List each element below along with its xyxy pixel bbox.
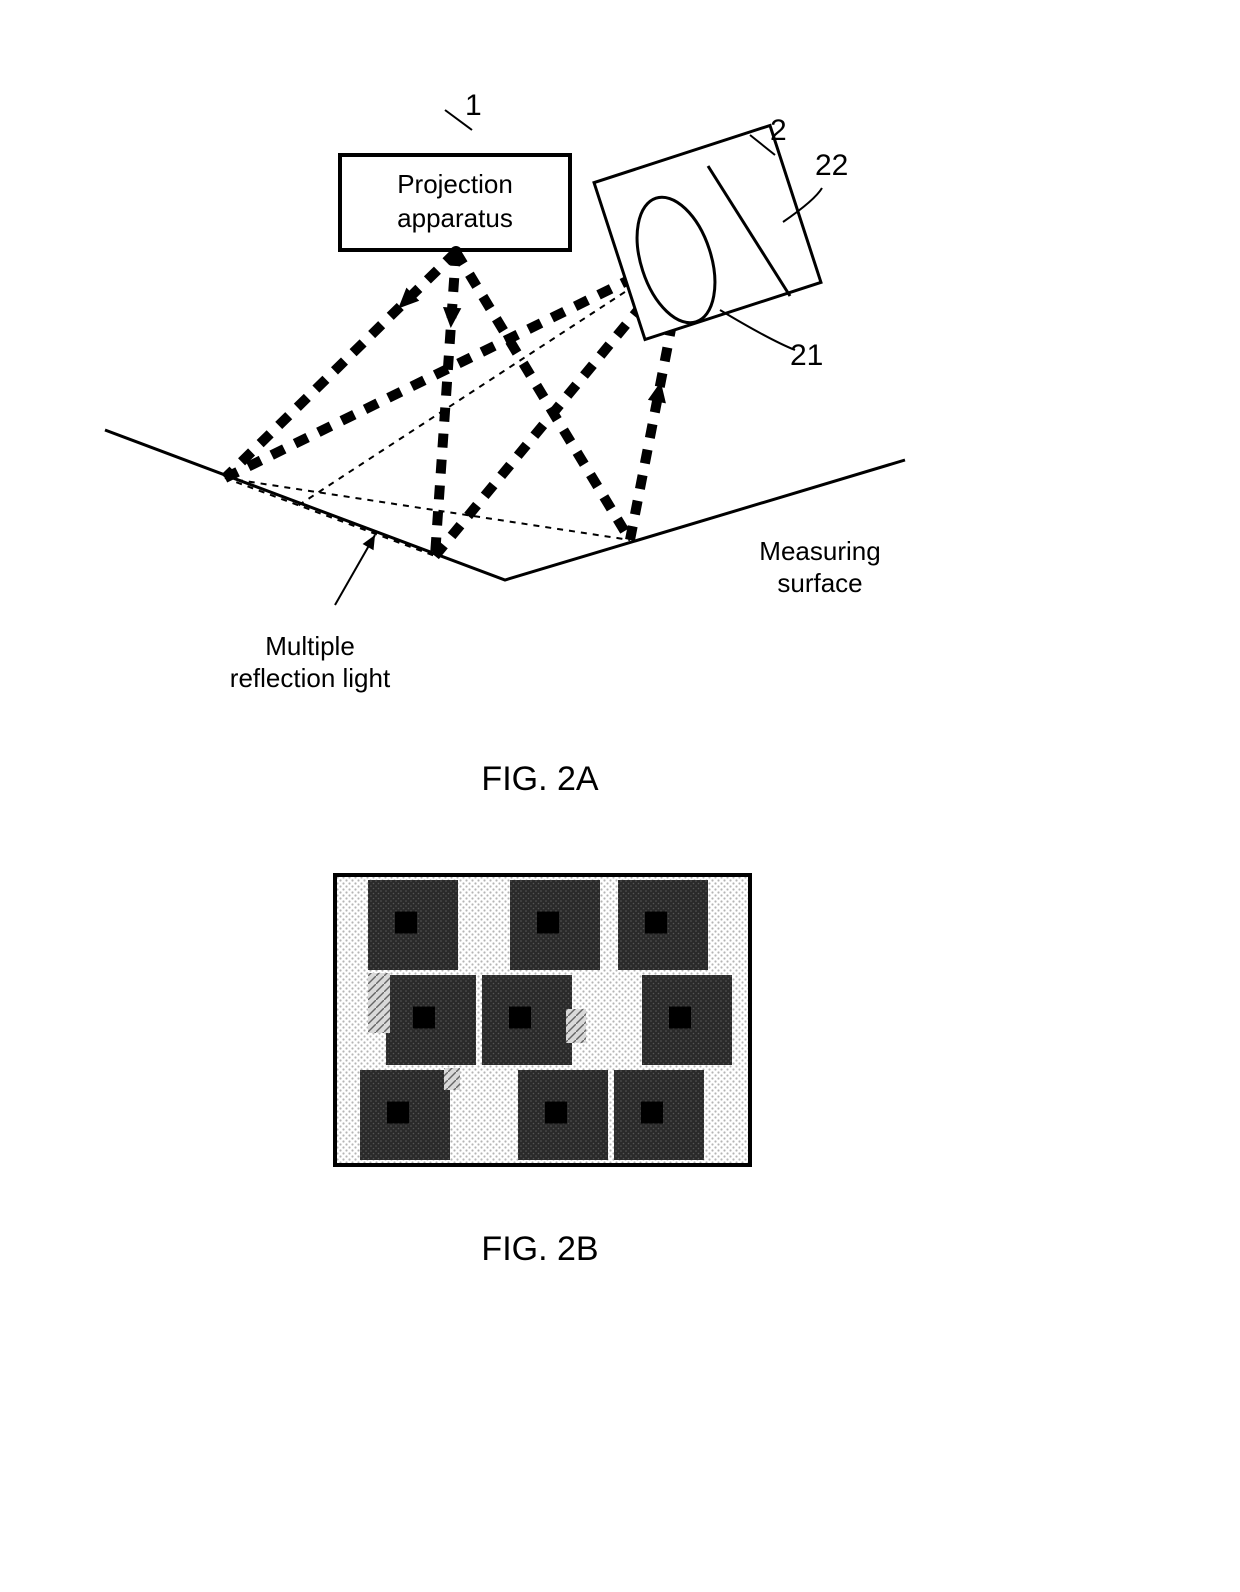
overlap-sliver: [444, 1068, 460, 1090]
projection-apparatus-label-2: apparatus: [397, 203, 513, 233]
ref-22-label: 22: [815, 149, 848, 182]
figure-2b-caption: FIG. 2B: [481, 1230, 598, 1268]
multiple-reflection-label-2: reflection light: [230, 663, 391, 693]
ref-21-label: 21: [790, 339, 823, 372]
measuring-surface-label-1: Measuring: [759, 536, 880, 566]
ref-2-label: 2: [770, 114, 787, 147]
overlap-sliver: [566, 1009, 586, 1043]
figure-2a-caption: FIG. 2A: [481, 760, 598, 798]
ref-1-label: 1: [465, 89, 482, 122]
figure-2a: Projectionapparatus122221Multiplereflect…: [105, 89, 905, 798]
figure-2b: FIG. 2B: [335, 875, 750, 1268]
measuring-surface-label-2: surface: [777, 568, 862, 598]
projection-apparatus-label-1: Projection: [397, 169, 513, 199]
multiple-reflection-label-1: Multiple: [265, 631, 355, 661]
camera-body: [594, 125, 821, 339]
overlap-sliver: [368, 973, 390, 1033]
